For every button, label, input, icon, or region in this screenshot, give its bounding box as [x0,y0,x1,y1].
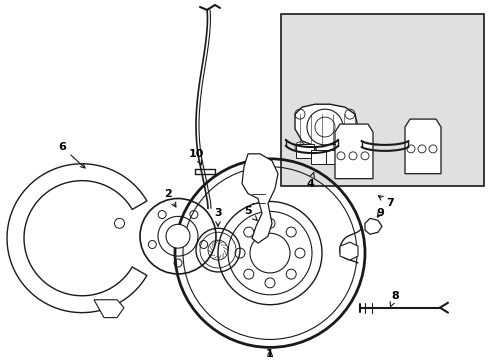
Bar [295,144,313,158]
Text: 10: 10 [188,149,203,165]
Polygon shape [334,124,372,179]
Text: 3: 3 [214,208,222,226]
Polygon shape [7,164,147,312]
Polygon shape [294,104,357,157]
Polygon shape [339,242,357,260]
Circle shape [306,109,342,145]
Text: 2: 2 [164,189,176,207]
Text: 7: 7 [378,196,393,208]
Circle shape [114,219,124,228]
Bar [281,14,483,186]
Text: 9: 9 [375,208,383,219]
Polygon shape [242,154,278,243]
Text: 8: 8 [389,291,398,307]
Polygon shape [364,219,381,234]
Text: 4: 4 [305,172,314,189]
Bar [310,150,328,164]
Bar [338,144,356,158]
Text: 6: 6 [58,142,85,168]
Circle shape [165,224,190,248]
Polygon shape [94,300,124,318]
Text: 1: 1 [265,349,273,359]
Text: 5: 5 [244,206,257,221]
Polygon shape [404,119,440,174]
Bar [325,150,343,164]
